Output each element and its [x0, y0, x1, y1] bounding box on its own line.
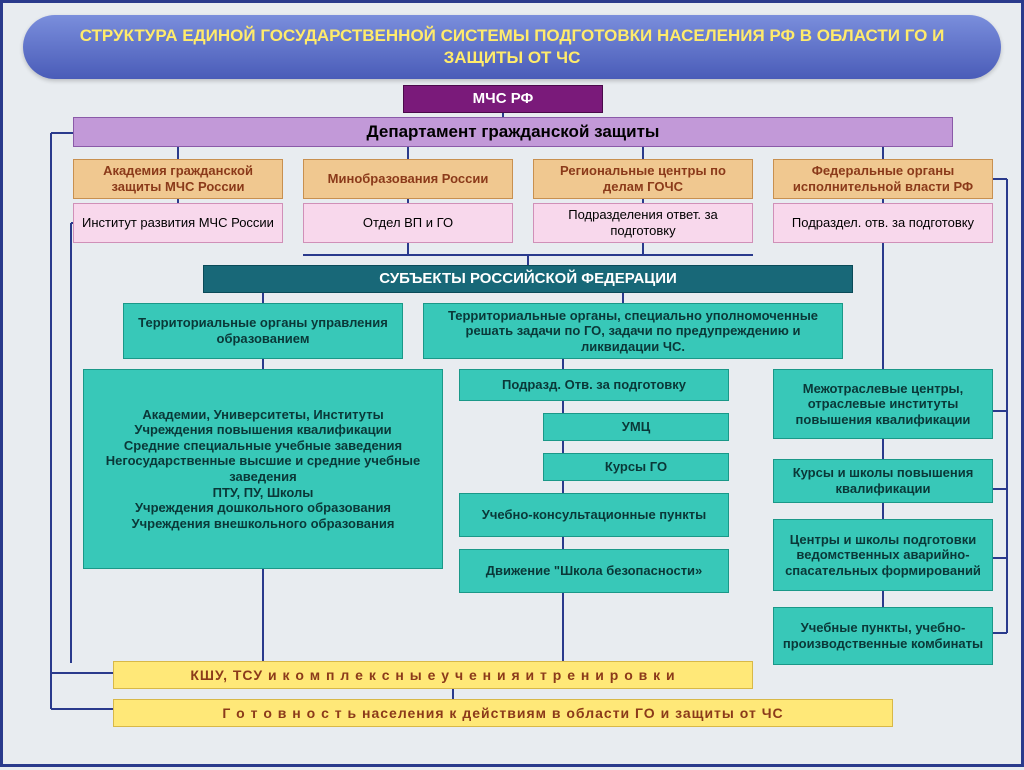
mid-5-label: Движение "Школа безопасности» — [486, 563, 703, 579]
ready-bar: Г о т о в н о с т ь населения к действия… — [113, 699, 893, 727]
right-2-label: Курсы и школы повышения квалификации — [782, 465, 984, 496]
dept-label: Департамент гражданской защиты — [367, 122, 660, 142]
mid-3: Курсы ГО — [543, 453, 729, 481]
terr-c2: Территориальные органы, специально уполн… — [423, 303, 843, 359]
r1c1: Академия гражданской защиты МЧС России — [73, 159, 283, 199]
mid-2: УМЦ — [543, 413, 729, 441]
kshu-label: КШУ, ТСУ и к о м п л е к с н ы е у ч е н… — [190, 667, 675, 684]
dept-box: Департамент гражданской защиты — [73, 117, 953, 147]
kshu-bar: КШУ, ТСУ и к о м п л е к с н ы е у ч е н… — [113, 661, 753, 689]
right-4-label: Учебные пункты, учебно-производственные … — [782, 620, 984, 651]
r2c3-label: Подразделения ответ. за подготовку — [540, 207, 746, 238]
r2c2: Отдел ВП и ГО — [303, 203, 513, 243]
r1c1-label: Академия гражданской защиты МЧС России — [80, 163, 276, 194]
mid-5: Движение "Школа безопасности» — [459, 549, 729, 593]
right-3: Центры и школы подготовки ведомственных … — [773, 519, 993, 591]
r2c1: Институт развития МЧС России — [73, 203, 283, 243]
mchs-box: МЧС РФ — [403, 85, 603, 113]
r1c4: Федеральные органы исполнительной власти… — [773, 159, 993, 199]
subjects-header: СУБЪЕКТЫ РОССИЙСКОЙ ФЕДЕРАЦИИ — [203, 265, 853, 293]
mid-3-label: Курсы ГО — [605, 459, 667, 475]
terr-c2-label: Территориальные органы, специально уполн… — [432, 308, 834, 355]
r1c3-label: Региональные центры по делам ГОЧС — [540, 163, 746, 194]
subjects-label: СУБЪЕКТЫ РОССИЙСКОЙ ФЕДЕРАЦИИ — [379, 270, 677, 288]
right-1: Межотраслевые центры, отраслевые институ… — [773, 369, 993, 439]
mchs-label: МЧС РФ — [473, 90, 534, 108]
mid-1: Подразд. Отв. за подготовку — [459, 369, 729, 401]
r1c4-label: Федеральные органы исполнительной власти… — [780, 163, 986, 194]
r1c2: Минобразования России — [303, 159, 513, 199]
right-4: Учебные пункты, учебно-производственные … — [773, 607, 993, 665]
right-3-label: Центры и школы подготовки ведомственных … — [782, 532, 984, 579]
mid-4: Учебно-консультационные пункты — [459, 493, 729, 537]
mid-4-label: Учебно-консультационные пункты — [482, 507, 706, 523]
mid-1-label: Подразд. Отв. за подготовку — [502, 377, 686, 393]
r2c4-label: Подраздел. отв. за подготовку — [792, 215, 974, 231]
terr-c1: Территориальные органы управления образо… — [123, 303, 403, 359]
r2c2-label: Отдел ВП и ГО — [363, 215, 453, 231]
title-banner: СТРУКТУРА ЕДИНОЙ ГОСУДАРСТВЕННОЙ СИСТЕМЫ… — [23, 15, 1001, 79]
r2c3: Подразделения ответ. за подготовку — [533, 203, 753, 243]
right-2: Курсы и школы повышения квалификации — [773, 459, 993, 503]
r2c1-label: Институт развития МЧС России — [82, 215, 274, 231]
ready-label: Г о т о в н о с т ь населения к действия… — [222, 705, 783, 722]
terr-c1-label: Территориальные органы управления образо… — [132, 315, 394, 346]
r1c2-label: Минобразования России — [328, 171, 489, 187]
r1c3: Региональные центры по делам ГОЧС — [533, 159, 753, 199]
col-left: Академии, Университеты, Институты Учрежд… — [83, 369, 443, 569]
right-1-label: Межотраслевые центры, отраслевые институ… — [782, 381, 984, 428]
mid-2-label: УМЦ — [622, 419, 650, 435]
col-left-label: Академии, Университеты, Институты Учрежд… — [92, 407, 434, 532]
r2c4: Подраздел. отв. за подготовку — [773, 203, 993, 243]
title-text: СТРУКТУРА ЕДИНОЙ ГОСУДАРСТВЕННОЙ СИСТЕМЫ… — [63, 25, 961, 69]
